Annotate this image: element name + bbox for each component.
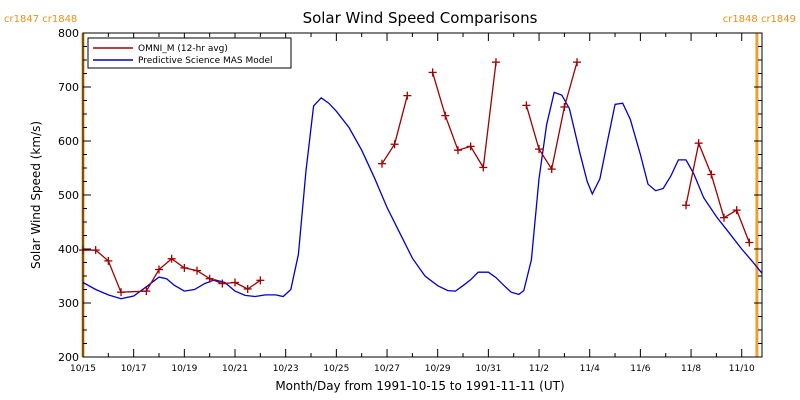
omni-data-point — [243, 284, 252, 293]
omni-data-point — [441, 111, 450, 120]
omni-data-point — [573, 58, 582, 67]
omni-data-point — [205, 274, 214, 283]
series-line-omni-segment — [381, 95, 408, 165]
series-line-mas-model — [83, 91, 762, 300]
x-axis-label: Month/Day from 1991-10-15 to 1991-11-11 … — [275, 379, 564, 393]
y-tick-label: 600 — [58, 135, 79, 148]
omni-data-point — [428, 68, 437, 77]
omni-data-point — [745, 238, 754, 247]
omni-data-point — [681, 201, 690, 210]
x-tick-label: 10/17 — [121, 364, 147, 374]
omni-data-point — [155, 265, 164, 274]
omni-data-point — [535, 145, 544, 154]
y-tick-label: 200 — [58, 351, 79, 364]
x-tick-label: 10/19 — [171, 364, 197, 374]
legend: OMNI_M (12-hr avg) Predictive Science MAS… — [87, 37, 292, 69]
x-tick-label: 10/21 — [222, 364, 248, 374]
y-axis: 200 300 400 500 600 700 800 — [58, 27, 762, 364]
x-axis: 10/15 10/17 10/19 10/21 10/23 10/25 10/27 10/29… — [70, 33, 755, 374]
x-tick-label: 11/2 — [529, 364, 549, 374]
x-tick-label: 11/6 — [630, 364, 650, 374]
omni-data-point — [466, 142, 475, 151]
omni-data-point — [390, 140, 399, 149]
omni-data-point — [719, 213, 728, 222]
series-line-omni-segment — [431, 62, 497, 170]
series-line-omni-segment — [525, 62, 578, 171]
omni-data-point — [117, 288, 126, 297]
omni-data-point — [479, 163, 488, 172]
x-tick-label: 10/27 — [374, 364, 400, 374]
omni-data-point — [91, 246, 100, 255]
omni-data-point — [403, 91, 412, 100]
omni-data-point — [180, 263, 189, 272]
omni-data-point — [167, 254, 176, 263]
x-tick-label: 10/15 — [70, 364, 96, 374]
omni-data-point — [377, 159, 386, 168]
y-tick-label: 500 — [58, 189, 79, 202]
x-tick-label: 11/10 — [729, 364, 755, 374]
omni-data-point — [732, 206, 741, 215]
series-line-omni-segment — [685, 140, 750, 243]
x-tick-label: 10/23 — [273, 364, 299, 374]
omni-data-point — [453, 146, 462, 155]
omni-data-point — [694, 139, 703, 148]
omni-data-point — [491, 58, 500, 67]
y-tick-label: 400 — [58, 243, 79, 256]
x-tick-label: 10/25 — [323, 364, 349, 374]
omni-data-point — [256, 276, 265, 285]
x-tick-label: 11/4 — [580, 364, 600, 374]
y-axis-label: Solar Wind Speed (km/s) — [29, 121, 43, 269]
x-tick-label: 10/29 — [425, 364, 451, 374]
carrington-label: cr1848 cr1849 — [723, 14, 796, 25]
omni-data-point — [560, 102, 569, 111]
x-tick-label: 11/8 — [681, 364, 701, 374]
legend-entry: Predictive Science MAS Model — [138, 56, 273, 66]
omni-data-point — [522, 101, 531, 110]
omni-data-point — [218, 279, 227, 288]
legend-entry: OMNI_M (12-hr avg) — [138, 44, 228, 54]
omni-data-point — [193, 266, 202, 275]
plot-frame — [82, 32, 763, 358]
omni-data-point — [707, 170, 716, 179]
carrington-label: cr1847 cr1848 — [4, 14, 77, 25]
y-tick-label: 700 — [58, 81, 79, 94]
y-tick-label: 300 — [58, 297, 79, 310]
chart-title: Solar Wind Speed Comparisons — [303, 9, 538, 27]
series-layer — [79, 58, 762, 300]
omni-data-point — [142, 287, 151, 296]
omni-data-point — [231, 278, 240, 287]
omni-data-point — [104, 256, 113, 265]
x-tick-label: 10/31 — [475, 364, 501, 374]
carrington-rotation-labels: cr1847 cr1848 cr1848 cr1849 — [4, 14, 796, 25]
carrington-marker-lines — [81, 33, 759, 357]
omni-data-point — [547, 165, 556, 174]
y-tick-label: 800 — [58, 27, 79, 40]
legend-box — [87, 37, 292, 69]
